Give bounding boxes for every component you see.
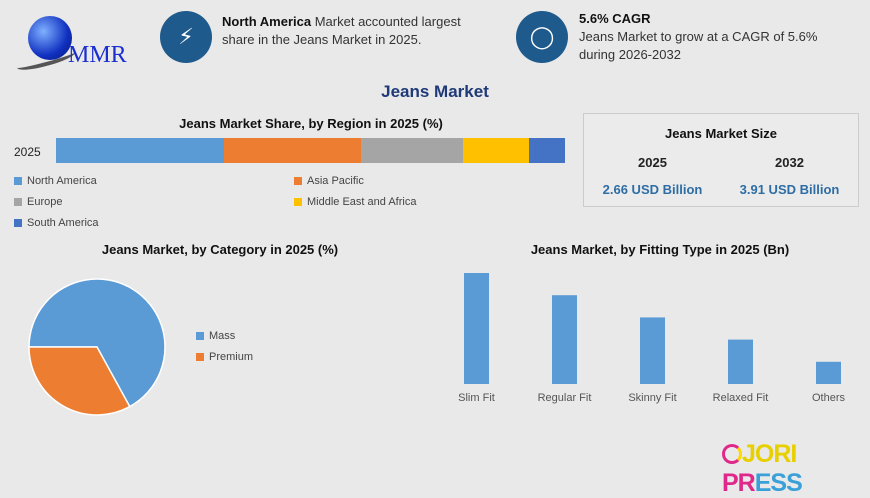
region-year-label: 2025 <box>14 145 41 159</box>
legend-label: Europe <box>27 196 63 208</box>
size-year-2032: 2032 <box>775 155 804 170</box>
legend-item: Europe <box>14 196 294 208</box>
region-legend: North America Asia Pacific Europe Middle Ea… <box>14 175 574 229</box>
legend-swatch <box>14 177 22 185</box>
highlight-cagr: 5.6% CAGR Jeans Market to grow at a CAGR… <box>579 11 818 62</box>
legend-item: Mass <box>196 330 253 342</box>
category-chart-title: Jeans Market, by Category in 2025 (%) <box>101 242 339 257</box>
region-segment-asia-pacific <box>223 138 362 163</box>
region-chart-title: Jeans Market Share, by Region in 2025 (%… <box>179 116 443 131</box>
growth-icon: ◯ <box>516 11 568 63</box>
mmr-logo: MMR <box>15 14 131 74</box>
legend-item: Premium <box>196 351 253 363</box>
x-tick-label: Skinny Fit <box>628 392 676 404</box>
region-segment-europe <box>361 138 464 163</box>
region-segment-south-america <box>529 138 565 163</box>
fitting-bar-chart: Slim Fit Regular Fit Skinny Fit Relaxed Fit… <box>458 273 846 404</box>
size-value-2032: 3.91 USD Billion <box>739 182 840 197</box>
pie-slice-premium <box>28 346 131 416</box>
bar-regular-fit <box>552 295 577 384</box>
legend-label: Mass <box>209 330 236 342</box>
page-title: Jeans Market <box>381 82 489 101</box>
lightning-icon: ⚡︎ <box>160 11 212 63</box>
bar-others <box>816 361 841 384</box>
legend-item: Middle East and Africa <box>294 196 574 208</box>
legend-label: Asia Pacific <box>307 175 364 187</box>
x-tick-label: Regular Fit <box>538 392 592 404</box>
bar-relaxed-fit <box>728 339 753 384</box>
market-size-box: Jeans Market Size 2025 2.66 USD Billion … <box>583 113 859 207</box>
market-size-title: Jeans Market Size <box>664 126 777 141</box>
pie-slice-mass <box>28 278 166 408</box>
legend-swatch <box>14 198 22 206</box>
legend-swatch <box>14 219 22 227</box>
highlight-north-america: North America Market accounted largest s… <box>222 14 461 47</box>
size-year-2025: 2025 <box>638 155 667 170</box>
size-value-2025: 2.66 USD Billion <box>602 182 703 197</box>
logo-text: MMR <box>68 42 127 68</box>
region-segment-north-america <box>56 138 224 163</box>
category-pie-chart <box>28 278 166 416</box>
legend-item: South America <box>14 217 294 229</box>
bar-skinny-fit <box>640 317 665 384</box>
region-stacked-bar <box>56 138 565 163</box>
legend-label: North America <box>27 175 97 187</box>
jori-press-watermark: JORI PRESS <box>722 440 803 497</box>
legend-label: South America <box>27 217 99 229</box>
fitting-chart-title: Jeans Market, by Fitting Type in 2025 (B… <box>530 242 790 257</box>
region-segment-middle-east-and-africa <box>463 138 530 163</box>
category-legend: Mass Premium <box>196 330 253 363</box>
legend-swatch <box>294 198 302 206</box>
legend-swatch <box>196 332 204 340</box>
legend-label: Middle East and Africa <box>307 196 417 208</box>
globe-icon <box>28 16 72 60</box>
x-tick-label: Relaxed Fit <box>713 392 769 404</box>
x-tick-label: Others <box>812 392 846 404</box>
legend-item: Asia Pacific <box>294 175 574 187</box>
legend-swatch <box>196 353 204 361</box>
legend-item: North America <box>14 175 294 187</box>
legend-swatch <box>294 177 302 185</box>
bar-slim-fit <box>464 273 489 384</box>
x-tick-label: Slim Fit <box>458 392 495 404</box>
legend-label: Premium <box>209 351 254 363</box>
